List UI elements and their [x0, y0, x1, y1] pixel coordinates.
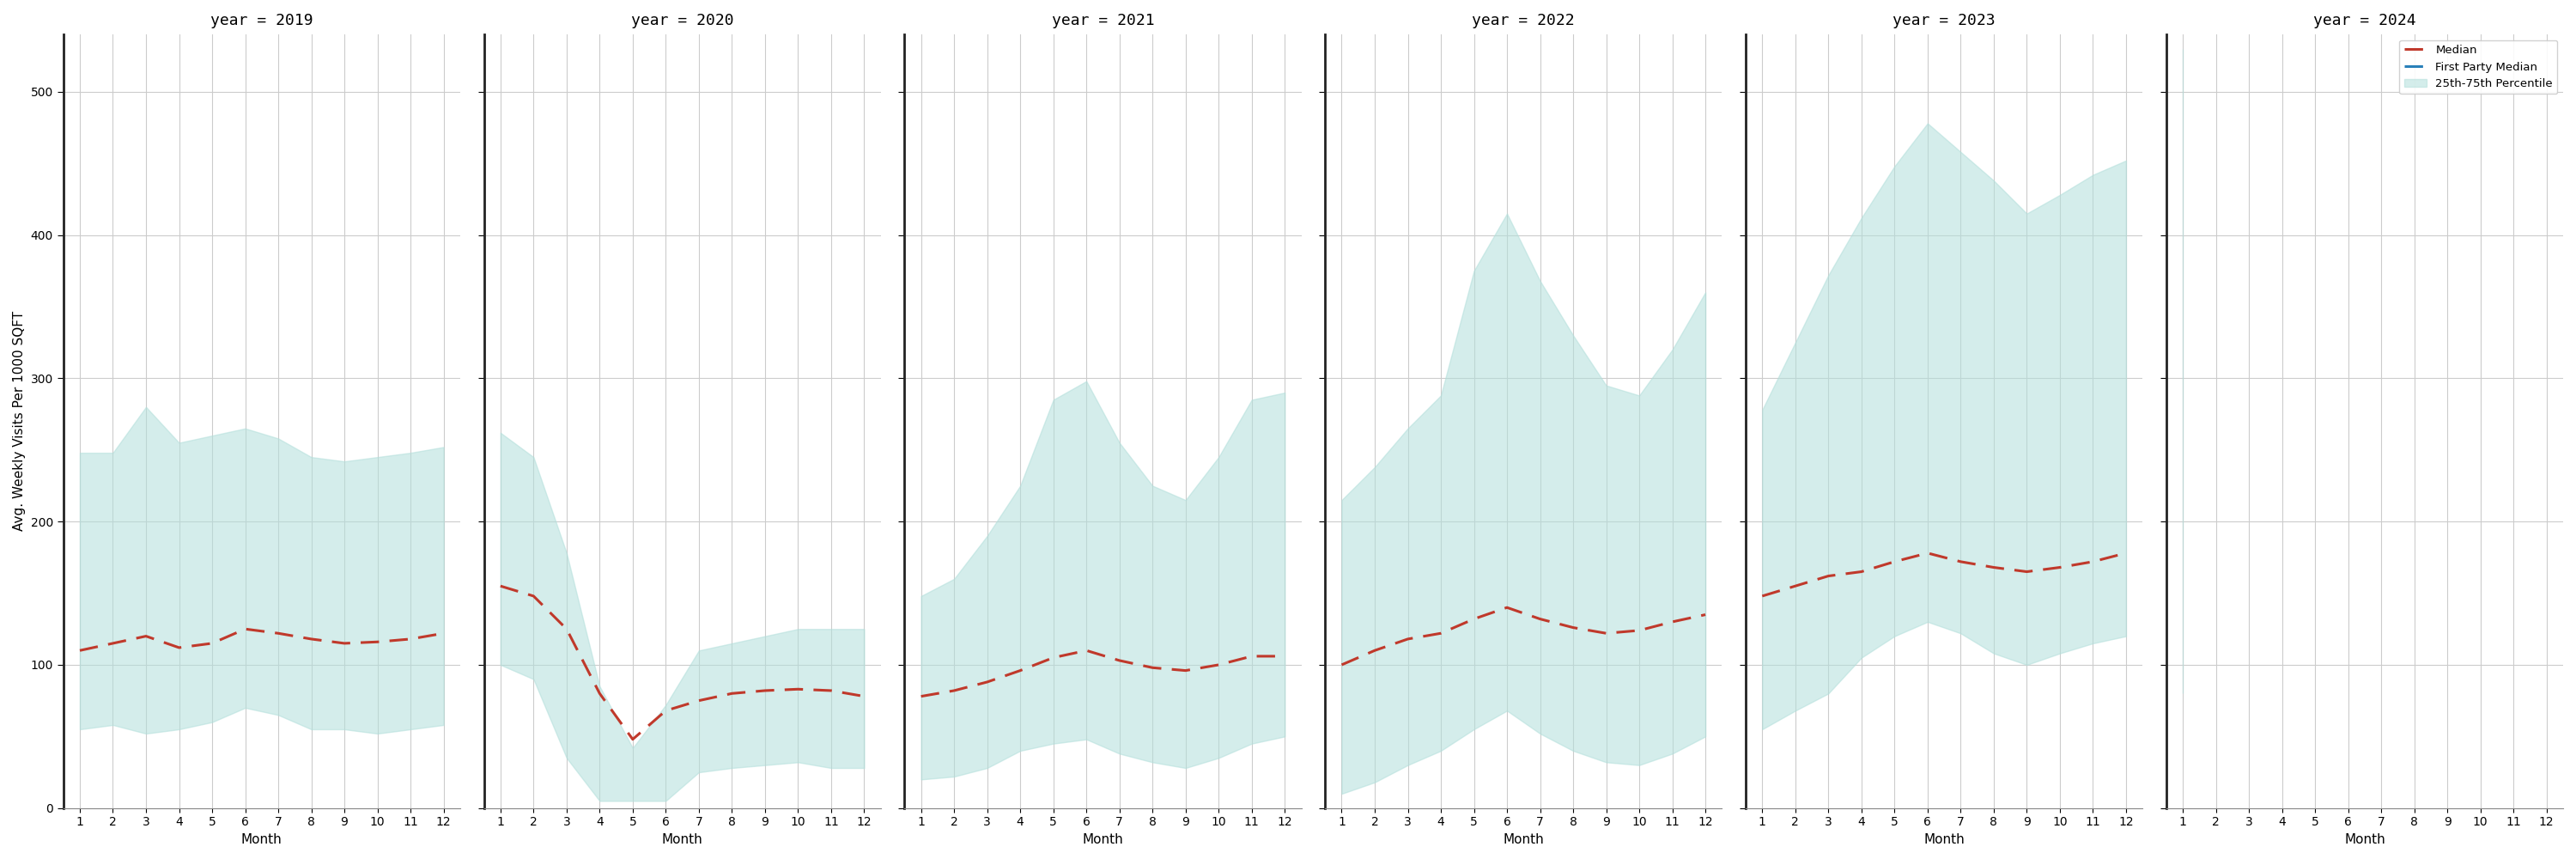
- Median: [363, 637, 394, 647]
- Title: year = 2021: year = 2021: [1051, 13, 1154, 28]
- Median: [1558, 623, 1589, 633]
- Median: [196, 638, 227, 649]
- Line: Median: Median: [80, 629, 443, 650]
- Median: [165, 643, 196, 653]
- Median: [1747, 591, 1777, 601]
- Median: [907, 691, 938, 702]
- Median: [683, 696, 714, 706]
- Median: [330, 638, 361, 649]
- Median: [428, 628, 459, 638]
- Median: [1780, 581, 1811, 591]
- Median: [64, 645, 95, 655]
- Median: [1360, 645, 1391, 655]
- Median: [1847, 567, 1878, 577]
- Median: [1945, 557, 1976, 567]
- Title: year = 2023: year = 2023: [1893, 13, 1996, 28]
- Line: Median: Median: [922, 650, 1285, 697]
- X-axis label: Month: Month: [1502, 833, 1543, 846]
- Title: year = 2020: year = 2020: [631, 13, 734, 28]
- Median: [98, 638, 129, 649]
- Median: [296, 634, 327, 644]
- Median: [1978, 563, 2009, 573]
- Median: [1525, 614, 1556, 624]
- Median: [518, 591, 549, 601]
- Y-axis label: Avg. Weekly Visits Per 1000 SQFT: Avg. Weekly Visits Per 1000 SQFT: [13, 311, 26, 531]
- Median: [716, 688, 747, 698]
- Median: [938, 685, 969, 696]
- Median: [551, 624, 582, 634]
- Median: [848, 691, 878, 702]
- Median: [1911, 548, 1942, 558]
- X-axis label: Month: Month: [1924, 833, 1965, 846]
- X-axis label: Month: Month: [662, 833, 703, 846]
- X-axis label: Month: Month: [2344, 833, 2385, 846]
- Median: [1878, 557, 1909, 567]
- Median: [229, 624, 260, 634]
- Median: [1425, 628, 1455, 638]
- Title: year = 2019: year = 2019: [211, 13, 314, 28]
- Median: [1236, 651, 1267, 661]
- Median: [1394, 634, 1425, 644]
- Median: [1814, 571, 1844, 582]
- Median: [1458, 614, 1489, 624]
- Median: [2012, 567, 2043, 577]
- Line: Median: Median: [1342, 607, 1705, 665]
- Median: [2076, 557, 2107, 567]
- Median: [817, 685, 848, 696]
- Median: [2110, 548, 2141, 558]
- Median: [1492, 602, 1522, 612]
- Median: [263, 628, 294, 638]
- Line: Median: Median: [500, 586, 863, 740]
- Median: [1203, 660, 1234, 670]
- Median: [1656, 617, 1687, 627]
- Median: [1623, 625, 1654, 636]
- X-axis label: Month: Month: [1082, 833, 1123, 846]
- Median: [1592, 628, 1623, 638]
- X-axis label: Month: Month: [242, 833, 283, 846]
- Median: [618, 734, 649, 745]
- Median: [1005, 666, 1036, 676]
- Median: [750, 685, 781, 696]
- Median: [131, 631, 162, 642]
- Median: [484, 581, 515, 591]
- Median: [649, 705, 680, 716]
- Title: year = 2024: year = 2024: [2313, 13, 2416, 28]
- Median: [1270, 651, 1301, 661]
- Median: [1170, 666, 1200, 676]
- Median: [1038, 653, 1069, 663]
- Median: [394, 634, 425, 644]
- Median: [1136, 662, 1167, 673]
- Median: [1690, 610, 1721, 620]
- Median: [2045, 563, 2076, 573]
- Median: [971, 677, 1002, 687]
- Title: year = 2022: year = 2022: [1471, 13, 1574, 28]
- Line: Median: Median: [1762, 553, 2125, 596]
- Median: [585, 688, 616, 698]
- Legend: Median, First Party Median, 25th-75th Percentile: Median, First Party Median, 25th-75th Pe…: [2398, 40, 2558, 94]
- Median: [1327, 660, 1358, 670]
- Median: [783, 684, 814, 694]
- Median: [1072, 645, 1103, 655]
- Median: [1105, 655, 1136, 666]
